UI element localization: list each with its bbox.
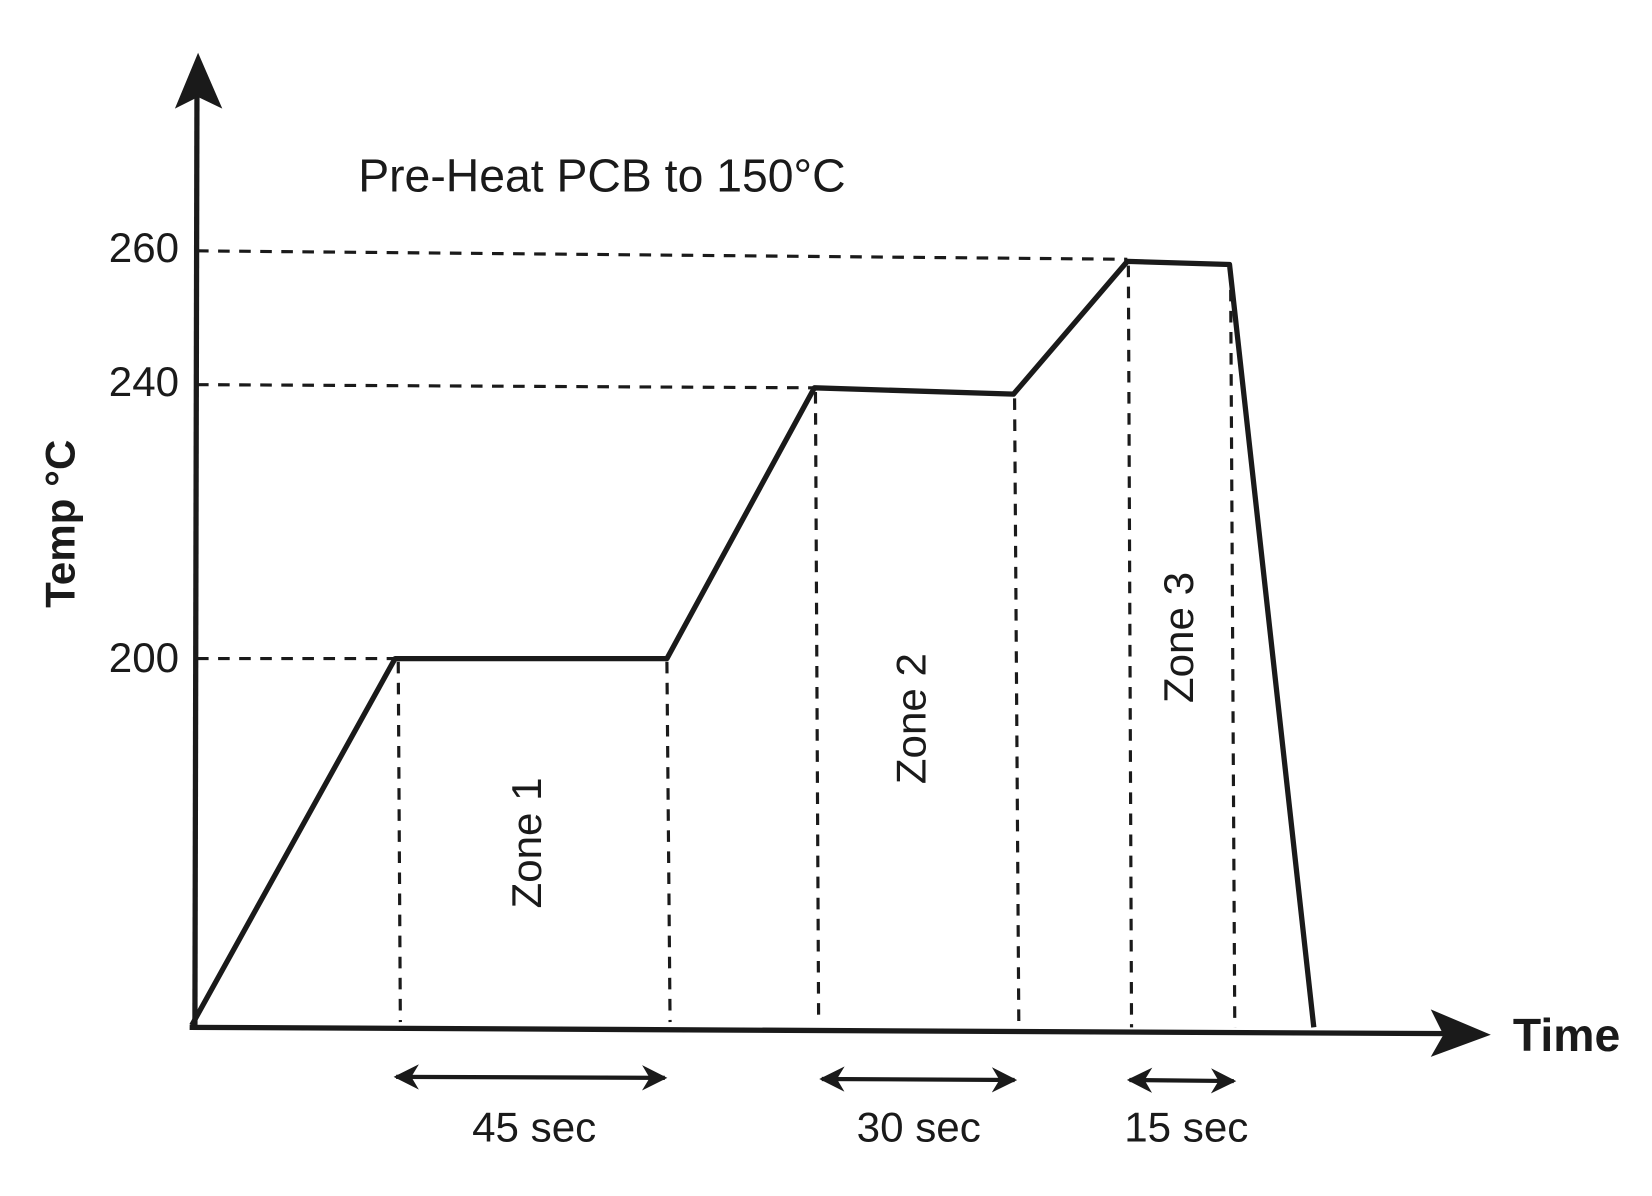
duration-arrow	[393, 1064, 668, 1091]
y-tick-label: 240	[109, 358, 179, 405]
guide-260	[197, 249, 1128, 261]
title: Pre-Heat PCB to 150°C	[358, 149, 845, 201]
zone-label: Zone 2	[888, 653, 935, 784]
y-axis-arrow	[174, 52, 223, 109]
zone-divider	[1126, 265, 1134, 1028]
zone-divider	[665, 661, 672, 1023]
duration-arrow	[819, 1066, 1018, 1093]
zone-divider	[1228, 268, 1237, 1028]
y-axis	[192, 63, 200, 1028]
y-tick-label: 200	[109, 634, 179, 681]
temperature-profile	[189, 258, 1317, 1028]
zone-divider	[813, 392, 821, 1023]
zone-label: Zone 3	[1155, 572, 1202, 703]
duration-label: 30 sec	[857, 1104, 981, 1151]
guide-240	[197, 383, 815, 390]
duration-arrow	[1126, 1067, 1237, 1094]
zone-divider	[1013, 398, 1021, 1023]
x-axis	[189, 1024, 1454, 1037]
duration-label: 45 sec	[472, 1104, 596, 1151]
x-axis-label: Time	[1513, 1009, 1620, 1061]
zone-divider	[396, 661, 402, 1023]
zone-label: Zone 1	[503, 777, 550, 908]
duration-label: 15 sec	[1124, 1104, 1248, 1151]
y-tick-label: 260	[109, 224, 179, 271]
x-axis-arrow	[1430, 1009, 1491, 1057]
y-axis-label: Temp °C	[36, 440, 83, 608]
